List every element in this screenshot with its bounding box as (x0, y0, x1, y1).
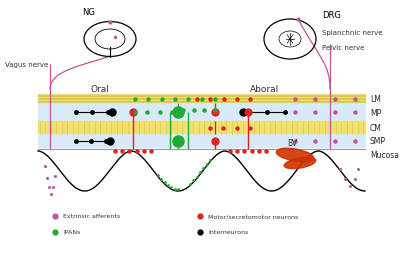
Bar (38, 104, 365, 121)
Text: Mucosa: Mucosa (370, 150, 399, 159)
Bar (38, 95, 365, 104)
Text: Interneurons: Interneurons (208, 230, 248, 235)
Text: LM: LM (370, 95, 381, 104)
Text: Motor/secretomotor neurons: Motor/secretomotor neurons (208, 214, 298, 219)
Text: SMP: SMP (370, 136, 386, 146)
Ellipse shape (284, 158, 316, 169)
Ellipse shape (276, 149, 314, 162)
Text: DRG: DRG (322, 11, 341, 20)
Text: Aboral: Aboral (250, 85, 280, 94)
Text: MP: MP (370, 108, 381, 117)
Bar (38, 134, 365, 147)
Text: NG: NG (82, 8, 95, 17)
Text: Vagus nerve: Vagus nerve (5, 62, 48, 68)
Text: Pelvic nerve: Pelvic nerve (322, 45, 364, 51)
Text: Oral: Oral (90, 85, 110, 94)
Text: BV: BV (287, 138, 297, 147)
Text: Splanchnic nerve: Splanchnic nerve (322, 30, 382, 36)
Text: IPANs: IPANs (63, 230, 80, 235)
Text: CM: CM (370, 123, 382, 133)
Text: Extrinsic afferents: Extrinsic afferents (63, 214, 120, 219)
Bar (38, 121, 365, 134)
